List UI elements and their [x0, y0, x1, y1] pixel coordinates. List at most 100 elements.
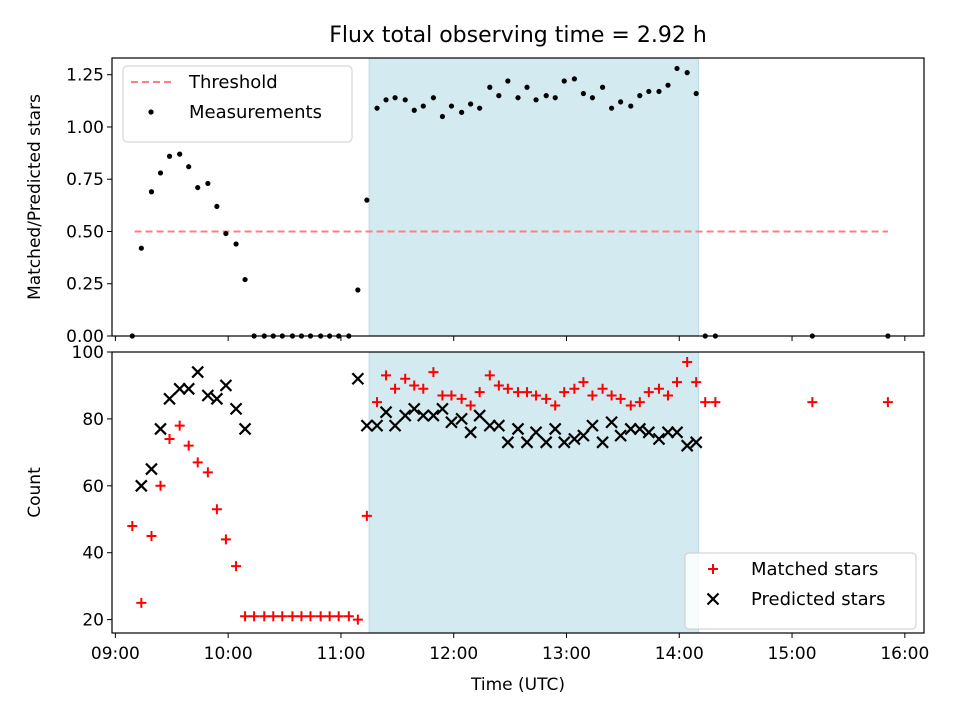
bottom-point-0-20: [315, 611, 326, 622]
top-point-0-25: [364, 197, 370, 203]
top-point-0-24: [355, 287, 361, 293]
xtick-label-6: 15:00: [768, 644, 817, 664]
bottom-point-1-13: [360, 419, 374, 432]
top-point-0-9: [214, 203, 220, 210]
top-point-0-38: [487, 84, 493, 90]
bottom-point-0-13: [249, 611, 260, 622]
top-point-0-3: [157, 170, 164, 176]
bottom-point-0-48: [578, 377, 589, 388]
top-point-0-31: [420, 103, 426, 109]
top-point-0-32: [430, 95, 437, 101]
top-legend-label-1: Measurements: [189, 102, 322, 123]
bottom-point-1-1: [145, 462, 158, 476]
top-point-0-41: [515, 95, 521, 101]
top-point-0-30: [411, 107, 417, 113]
bottom-ylabel: Count: [25, 467, 45, 518]
top-point-0-42: [524, 84, 530, 90]
bottom-point-1-10: [229, 402, 243, 416]
top-point-0-1: [138, 245, 144, 251]
top-point-0-34: [448, 103, 455, 109]
bottom-point-0-21: [324, 611, 335, 622]
bottom-ytick-label-0: 20: [82, 611, 104, 631]
bottom-point-0-14: [259, 611, 270, 622]
top-point-0-45: [552, 95, 558, 101]
top-point-0-39: [496, 93, 502, 99]
bottom-point-0-60: [691, 377, 702, 388]
top-point-0-60: [693, 90, 699, 97]
bottom-point-0-5: [174, 420, 185, 431]
bottom-point-0-45: [550, 400, 561, 411]
top-point-0-48: [580, 90, 587, 97]
bottom-point-1-18: [407, 402, 421, 416]
bottom-point-1-15: [379, 405, 393, 419]
bottom-ytick-label-2: 60: [82, 477, 104, 497]
bottom-point-1-21: [436, 402, 449, 416]
xtick-label-5: 14:00: [655, 644, 704, 664]
bottom-point-0-10: [220, 534, 231, 545]
top-point-0-40: [505, 78, 511, 84]
bottom-point-0-3: [155, 480, 166, 491]
bottom-legend-box: [684, 552, 917, 630]
top-point-0-11: [233, 241, 239, 247]
bottom-legend-label-0: Matched stars: [751, 559, 878, 580]
top-panel-ratio-plot: 0.00 0.25 0.50 0.75 1.00 1.25 Matched/Predicte…: [25, 57, 925, 347]
top-point-0-7: [195, 184, 201, 191]
bottom-point-1-11: [238, 422, 252, 436]
top-point-0-12: [242, 276, 248, 283]
top-point-0-50: [599, 84, 606, 90]
bottom-point-1-36: [577, 429, 590, 442]
bottom-point-0-56: [653, 383, 664, 394]
top-point-0-55: [646, 88, 652, 95]
bottom-ytick-label-3: 80: [82, 410, 104, 430]
bottom-point-0-18: [296, 611, 307, 622]
bottom-point-1-5: [182, 382, 195, 396]
bottom-point-0-30: [409, 380, 420, 391]
bottom-series-matched-stars: [127, 357, 893, 625]
bottom-point-1-19: [416, 409, 430, 422]
bottom-point-1-2: [154, 422, 167, 436]
bottom-point-0-54: [634, 397, 645, 408]
top-legend: Threshold Measurements: [122, 65, 353, 143]
bottom-point-1-27: [492, 419, 506, 432]
xtick-label-2: 11:00: [316, 644, 365, 664]
bottom-point-1-12: [351, 372, 365, 386]
bottom-legend: Matched stars Predicted stars: [684, 552, 917, 630]
bottom-point-1-44: [652, 432, 666, 446]
top-point-0-49: [589, 95, 596, 101]
bottom-point-0-47: [569, 383, 580, 394]
bottom-point-1-40: [614, 429, 627, 442]
bottom-point-1-24: [464, 426, 477, 439]
bottom-point-0-0: [127, 520, 138, 531]
bottom-point-1-35: [568, 432, 581, 446]
top-ytick-label-3: 0.75: [66, 170, 104, 190]
bottom-point-0-28: [390, 383, 401, 394]
top-ytick-label-2: 0.50: [66, 222, 104, 242]
bottom-point-1-30: [520, 436, 534, 449]
bottom-point-0-17: [287, 611, 298, 622]
bottom-point-1-29: [511, 422, 525, 436]
bottom-legend-label-1: Predicted stars: [751, 589, 885, 610]
bottom-point-0-16: [277, 611, 288, 622]
top-point-0-57: [665, 82, 671, 88]
bottom-point-1-0: [135, 479, 148, 493]
bottom-point-0-51: [606, 390, 617, 401]
top-legend-label-0: Threshold: [188, 72, 278, 93]
bottom-point-1-45: [661, 426, 675, 439]
top-ytick-label-4: 1.00: [66, 118, 104, 138]
bottom-point-0-43: [531, 390, 542, 401]
bottom-point-0-32: [428, 367, 439, 378]
xtick-label-7: 16:00: [880, 644, 929, 664]
top-point-0-47: [571, 76, 577, 82]
bottom-point-0-37: [474, 387, 485, 398]
bottom-point-0-52: [615, 393, 626, 404]
bottom-axes-frame: [111, 351, 925, 634]
bottom-legend-swatch-1: [706, 592, 720, 606]
top-point-0-26: [374, 105, 380, 111]
bottom-point-1-42: [633, 422, 647, 436]
bottom-point-0-34: [446, 390, 457, 401]
bottom-point-1-14: [370, 419, 384, 432]
top-ytick-label-0: 0.00: [66, 327, 104, 347]
bottom-point-1-41: [624, 422, 638, 436]
bottom-point-1-7: [201, 389, 215, 402]
bottom-point-0-36: [465, 400, 476, 411]
